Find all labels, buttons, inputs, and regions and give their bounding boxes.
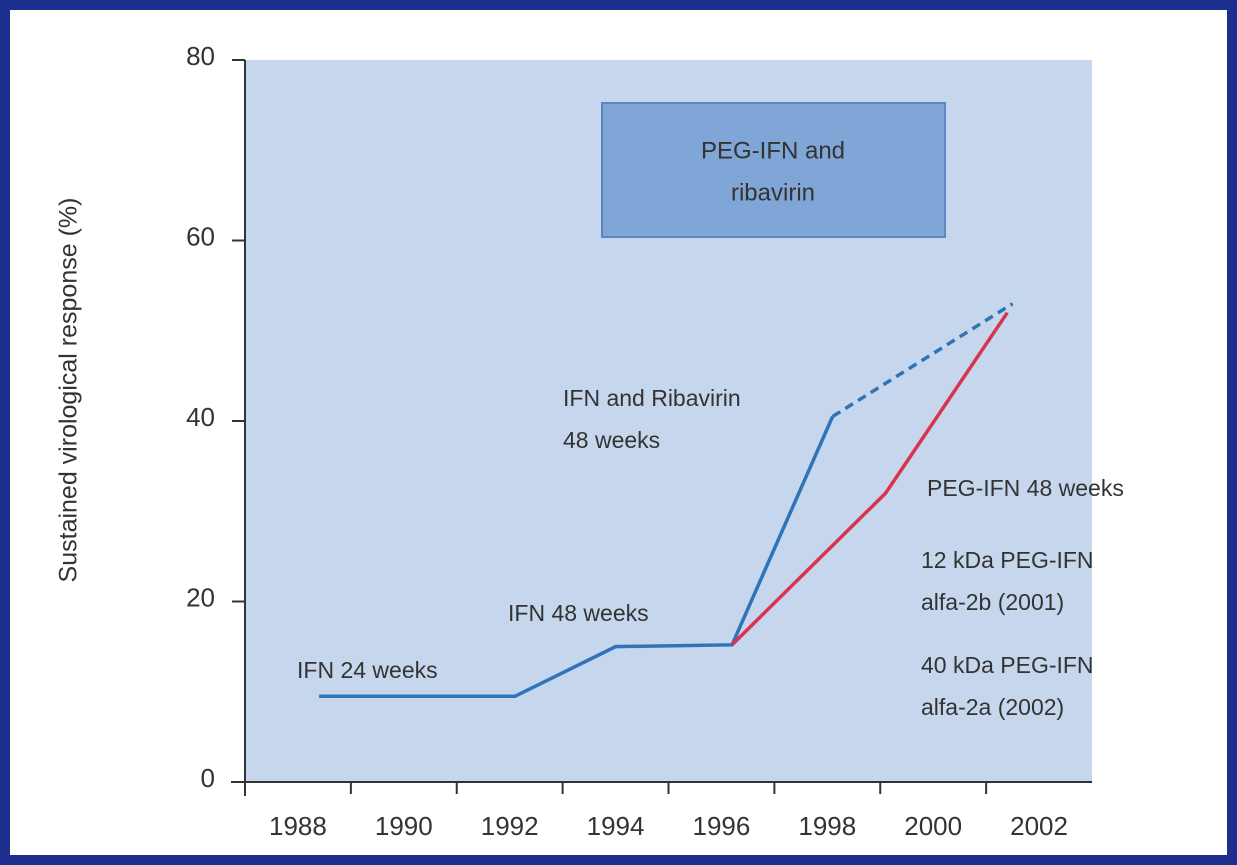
y-tick-label: 0 <box>201 763 215 793</box>
annotation: PEG-IFN 48 weeks <box>927 475 1124 501</box>
data-line <box>831 302 1014 418</box>
y-tick-label: 20 <box>186 582 215 612</box>
annotation: IFN and Ribavirin <box>563 385 741 411</box>
y-tick-label: 40 <box>186 402 215 432</box>
x-tick-label: 2002 <box>1010 811 1068 841</box>
x-tick-label: 1988 <box>269 811 327 841</box>
box-label: PEG-IFN and <box>701 137 845 164</box>
x-tick-label: 1990 <box>375 811 433 841</box>
annotation: 48 weeks <box>563 427 660 453</box>
x-tick-label: 1992 <box>481 811 539 841</box>
data-line <box>730 311 1009 647</box>
box-label: ribavirin <box>731 179 815 206</box>
y-axis-label: Sustained virological response (%) <box>55 198 83 583</box>
annotation: 12 kDa PEG-IFN <box>921 547 1094 573</box>
annotation: IFN 24 weeks <box>297 657 438 683</box>
annotation: alfa-2b (2001) <box>921 589 1064 615</box>
y-tick-label: 60 <box>186 221 215 251</box>
x-tick-label: 1998 <box>798 811 856 841</box>
y-tick-label: 80 <box>186 41 215 71</box>
x-tick-label: 1994 <box>587 811 645 841</box>
x-tick-label: 2000 <box>904 811 962 841</box>
annotation: IFN 48 weeks <box>508 600 649 626</box>
x-tick-label: 1996 <box>693 811 751 841</box>
legend-box <box>601 102 946 238</box>
annotation: 40 kDa PEG-IFN <box>921 652 1094 678</box>
data-line <box>319 415 835 699</box>
annotation: alfa-2a (2002) <box>921 694 1064 720</box>
